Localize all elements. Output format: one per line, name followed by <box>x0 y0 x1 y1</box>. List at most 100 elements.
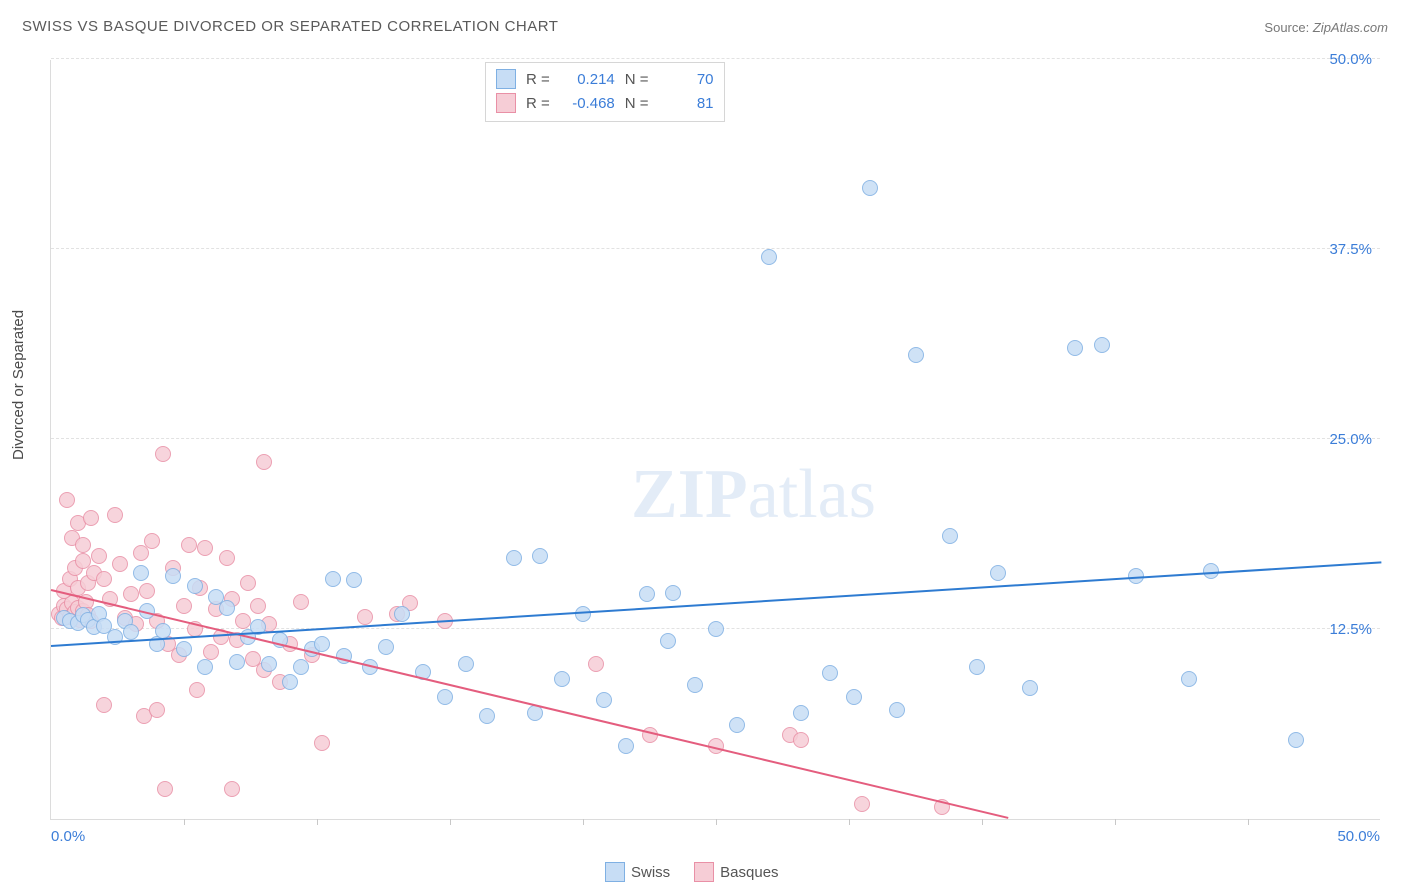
swiss-point <box>394 606 410 622</box>
y-tick-label: 12.5% <box>1329 621 1372 638</box>
swiss-point <box>708 621 724 637</box>
basques-point <box>181 537 197 553</box>
swiss-point <box>1181 671 1197 687</box>
swiss-point <box>293 659 309 675</box>
basques-point <box>793 732 809 748</box>
basques-swatch <box>694 862 714 882</box>
x-tick <box>716 819 717 825</box>
legend-item-basques: Basques <box>694 862 778 882</box>
swiss-point <box>596 692 612 708</box>
basques-point <box>96 697 112 713</box>
source-attribution: Source: ZipAtlas.com <box>1264 20 1388 35</box>
swiss-point <box>123 624 139 640</box>
basques-point <box>189 682 205 698</box>
basques-swatch <box>496 93 516 113</box>
swiss-point <box>346 572 362 588</box>
chart-title: SWISS VS BASQUE DIVORCED OR SEPARATED CO… <box>22 18 558 35</box>
swiss-label: Swiss <box>631 864 670 881</box>
swiss-point <box>229 654 245 670</box>
swiss-point <box>942 528 958 544</box>
r-label: R = <box>526 71 550 88</box>
basques-point <box>293 594 309 610</box>
x-origin-label: 0.0% <box>51 828 85 845</box>
swiss-point <box>261 656 277 672</box>
swiss-point <box>1067 340 1083 356</box>
swiss-point <box>176 641 192 657</box>
grid-line <box>51 58 1380 59</box>
x-tick <box>982 819 983 825</box>
swiss-point <box>165 568 181 584</box>
basques-point <box>224 781 240 797</box>
swiss-point <box>846 689 862 705</box>
basques-point <box>107 507 123 523</box>
swiss-point <box>506 550 522 566</box>
x-tick <box>583 819 584 825</box>
basques-point <box>123 586 139 602</box>
x-tick <box>317 819 318 825</box>
source-prefix: Source: <box>1264 20 1309 35</box>
series-legend: Swiss Basques <box>605 862 779 882</box>
legend-row-basques: R = -0.468 N = 81 <box>496 91 714 115</box>
swiss-point <box>889 702 905 718</box>
basques-point <box>96 571 112 587</box>
basques-point <box>112 556 128 572</box>
swiss-point <box>479 708 495 724</box>
legend-item-swiss: Swiss <box>605 862 670 882</box>
basques-point <box>176 598 192 614</box>
swiss-point <box>219 600 235 616</box>
legend-row-swiss: R = 0.214 N = 70 <box>496 67 714 91</box>
basques-point <box>83 510 99 526</box>
swiss-swatch <box>605 862 625 882</box>
y-tick-label: 50.0% <box>1329 51 1372 68</box>
swiss-point <box>554 671 570 687</box>
basques-point <box>155 446 171 462</box>
basques-label: Basques <box>720 864 778 881</box>
swiss-point <box>908 347 924 363</box>
basques-point <box>357 609 373 625</box>
swiss-point <box>990 565 1006 581</box>
basques-point <box>139 583 155 599</box>
x-tick <box>184 819 185 825</box>
swiss-point <box>793 705 809 721</box>
basques-point <box>149 702 165 718</box>
watermark-bold: ZIP <box>631 456 748 533</box>
swiss-point <box>378 639 394 655</box>
y-axis-label: Divorced or Separated <box>10 310 27 460</box>
swiss-r-value: 0.214 <box>560 71 615 88</box>
basques-point <box>314 735 330 751</box>
basques-point <box>854 796 870 812</box>
grid-line <box>51 438 1380 439</box>
swiss-n-value: 70 <box>659 71 714 88</box>
swiss-point <box>618 738 634 754</box>
basques-point <box>157 781 173 797</box>
x-max-label: 50.0% <box>1337 828 1380 845</box>
x-tick <box>1115 819 1116 825</box>
basques-point <box>256 454 272 470</box>
source-name: ZipAtlas.com <box>1313 20 1388 35</box>
basques-point <box>59 492 75 508</box>
swiss-swatch <box>496 69 516 89</box>
r-label: R = <box>526 95 550 112</box>
grid-line <box>51 248 1380 249</box>
swiss-point <box>761 249 777 265</box>
basques-point <box>203 644 219 660</box>
swiss-point <box>1022 680 1038 696</box>
watermark-rest: atlas <box>748 456 876 533</box>
basques-point <box>588 656 604 672</box>
basques-point <box>197 540 213 556</box>
basques-n-value: 81 <box>659 95 714 112</box>
swiss-point <box>458 656 474 672</box>
swiss-point <box>729 717 745 733</box>
watermark: ZIPatlas <box>631 455 876 535</box>
basques-point <box>235 613 251 629</box>
basques-r-value: -0.468 <box>560 95 615 112</box>
n-label: N = <box>625 71 649 88</box>
swiss-point <box>314 636 330 652</box>
basques-point <box>91 548 107 564</box>
swiss-point <box>282 674 298 690</box>
correlation-legend: R = 0.214 N = 70 R = -0.468 N = 81 <box>485 62 725 122</box>
x-tick <box>849 819 850 825</box>
basques-point <box>240 575 256 591</box>
x-tick <box>450 819 451 825</box>
swiss-point <box>665 585 681 601</box>
